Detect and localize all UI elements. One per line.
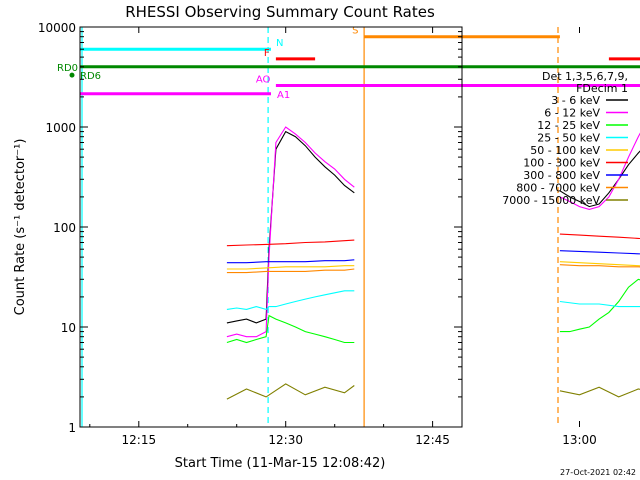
flag-label-rd0: RD0	[57, 63, 78, 74]
legend-label-2: 6 - 12 keV	[544, 107, 600, 120]
y-tick-label-5: 10000	[38, 21, 76, 35]
flag-label-ao: AO	[256, 75, 271, 86]
series-line-8-seg-1	[226, 268, 355, 274]
series-line-9-seg-1	[226, 383, 355, 400]
x-tick-label-3: 12:45	[415, 433, 450, 447]
flag-marker-rd6	[69, 72, 75, 78]
x-tick-label-1: 12:15	[122, 433, 157, 447]
flag-label-a1: A1	[277, 90, 290, 101]
legend-label-1: 3 - 6 keV	[551, 94, 600, 107]
series-line-5-seg-1	[226, 265, 355, 270]
series-line-4-seg-1	[226, 290, 355, 311]
series-line-1-seg-2	[559, 150, 640, 208]
chart-title: RHESSI Observing Summary Count Rates	[125, 3, 435, 21]
y-tick-label-3: 100	[53, 221, 76, 235]
x-tick-label-2: 12:30	[268, 433, 303, 447]
flag-label-n: N	[276, 38, 283, 49]
legend-header-1: Det 1,3,5,6,7,9,	[542, 70, 628, 83]
x-axis-label: Start Time (11-Mar-15 12:08:42)	[175, 456, 386, 471]
y-tick-label-1: 1	[68, 421, 76, 435]
legend-label-6: 100 - 300 keV	[523, 157, 600, 170]
y-tick-label-4: 1000	[45, 121, 76, 135]
legend-label-4: 25 - 50 keV	[537, 132, 600, 145]
series-line-6-seg-2	[559, 233, 640, 240]
series-line-7-seg-1	[226, 259, 355, 264]
footer-timestamp: 27-Oct-2021 02:42	[560, 468, 636, 477]
legend-header-2: FDecim 1	[576, 82, 628, 95]
series-line-2-seg-1	[226, 126, 355, 338]
series-line-3-seg-2	[559, 278, 640, 333]
series-line-5-seg-2	[559, 261, 640, 267]
y-axis: 1 10 100 1000 10000	[38, 21, 462, 435]
series-line-2-seg-2	[559, 132, 640, 210]
legend-label-3: 12 - 25 keV	[537, 119, 600, 132]
legend-label-8: 800 - 7000 keV	[516, 182, 600, 195]
flag-label-f: F	[264, 48, 270, 59]
series-line-1-seg-1	[226, 130, 355, 324]
legend-label-7: 300 - 800 keV	[523, 169, 600, 182]
flag-label-s: S	[352, 26, 358, 37]
series-line-9-seg-2	[559, 386, 640, 398]
series-line-8-seg-2	[559, 264, 640, 268]
flag-label-rd6: RD6	[80, 71, 101, 82]
series-line-6-seg-1	[226, 239, 355, 247]
series-line-7-seg-2	[559, 250, 640, 255]
legend-label-9: 7000 - 15000 keV	[502, 194, 600, 207]
y-tick-label-2: 10	[61, 321, 76, 335]
series-line-4-seg-2	[559, 300, 640, 308]
x-tick-label-4: 13:00	[562, 433, 597, 447]
series-line-3-seg-1	[226, 314, 355, 344]
y-axis-label: Count Rate (s⁻¹ detector⁻¹)	[13, 139, 28, 316]
legend-label-5: 50 - 100 keV	[530, 144, 600, 157]
